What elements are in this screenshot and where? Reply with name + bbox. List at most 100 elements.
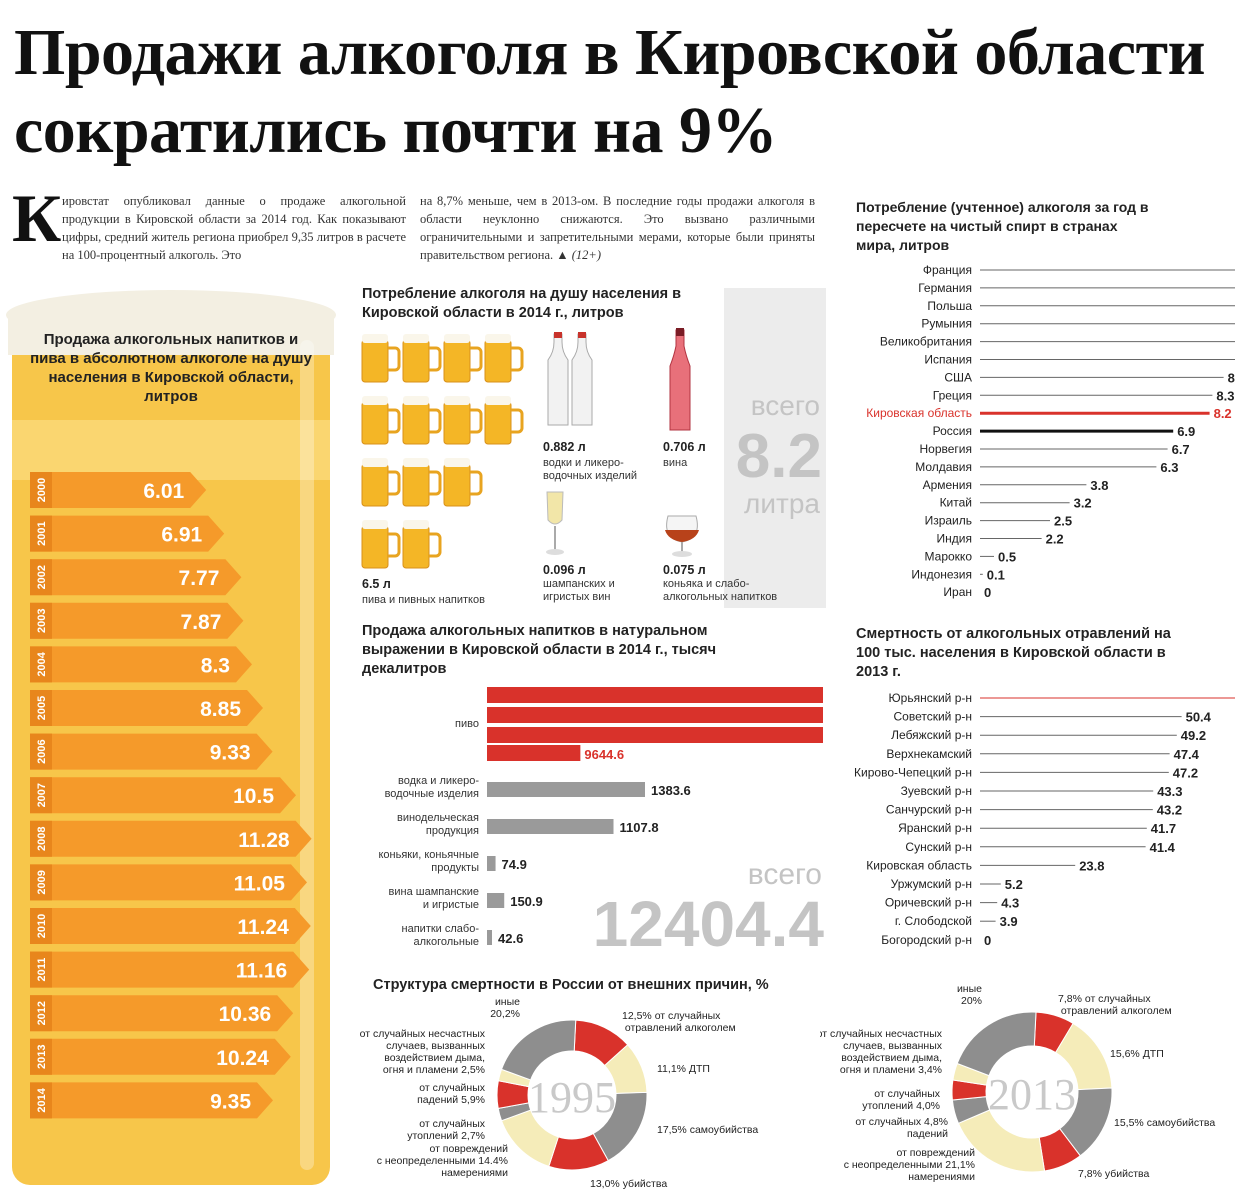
donut-slice-label: от случайных несчастных случаев, вызванны… [820, 1028, 943, 1076]
glass-bar [30, 908, 311, 944]
mortality-title: Смертность от алкогольных отравлений на … [856, 626, 1171, 680]
district-label: Оричевский р-н [885, 896, 972, 910]
beer-mug-icon [443, 396, 483, 445]
intro-dropcap: К [12, 180, 62, 256]
wine-value: 0.706 л [663, 440, 706, 454]
glass-year-band [30, 864, 52, 901]
country-label: Кировская область [866, 406, 972, 420]
country-label: Германия [918, 281, 972, 295]
intro-col2: на 8,7% меньше, чем в 2013-ом. В последн… [420, 192, 815, 264]
country-label: Испания [924, 353, 972, 367]
country-label: Иран [943, 585, 972, 599]
glass-year-label: 2008 [36, 827, 48, 851]
glass-bar [30, 559, 242, 596]
page-title: Продажи алкоголя в Кировской области сок… [14, 16, 1206, 167]
glass-bar [30, 472, 207, 508]
glass-value-label: 11.24 [237, 916, 289, 939]
mortality-chart: Юрьянский р-н74.6Советский р-н50.4Лебяжс… [854, 691, 1235, 948]
wine-caption: вина [663, 457, 688, 469]
natural-bar [487, 930, 492, 945]
country-label: Индонезия [911, 567, 972, 581]
glass-year-label: 2014 [36, 1087, 48, 1112]
natural-label: водка и ликеро-водочные изделия [385, 775, 480, 800]
intro-ref: (12+) [571, 248, 602, 262]
district-value: 41.7 [1151, 821, 1176, 836]
natural-bar [487, 856, 496, 871]
per-capita-total-top: всего [750, 390, 820, 421]
country-value: 2.5 [1054, 514, 1072, 529]
beer-glass-chart: 2000 6.01 2001 6.91 2002 7.77 2003 7.87 2004 8.3 2… [6, 290, 336, 1185]
deaths-structure-title: Структура смертности в России от внешних… [373, 977, 769, 993]
glass-value-label: 7.87 [181, 611, 222, 634]
glass-year-label: 2011 [36, 958, 48, 982]
beer-mugs-icons [361, 334, 524, 569]
country-value: 0.5 [998, 549, 1016, 564]
per-capita-total-unit: литра [744, 488, 820, 519]
district-label: Лебяжский р-н [891, 728, 972, 742]
country-label: Румыния [921, 317, 972, 331]
glass-highlight [12, 420, 330, 480]
glass-bar [30, 733, 273, 770]
glass-bar [30, 1082, 273, 1119]
beer-mug-icon [484, 334, 524, 383]
country-value: 6.7 [1172, 442, 1190, 457]
district-label: Кирово-Чепецкий р-н [854, 765, 972, 779]
natural-label: напитки слабо-алкогольные [402, 923, 480, 948]
glass-value-label: 10.24 [216, 1047, 269, 1070]
natural-value: 150.9 [510, 894, 543, 909]
district-value: 5.2 [1005, 877, 1023, 892]
natural-bar-beer [487, 707, 823, 723]
beer-mug-icon [361, 520, 401, 569]
glass-bar [30, 864, 307, 901]
district-label: Санчурский р-н [886, 803, 972, 817]
glass-shine [300, 340, 314, 1170]
donut-slice-label: от случайных 4,8% падений [855, 1116, 948, 1140]
donut-center-label: 2013 [988, 1070, 1076, 1119]
per-capita-total-box [724, 288, 826, 608]
country-label: Франция [923, 263, 972, 277]
district-value: 3.9 [1000, 914, 1018, 929]
country-value: 8.2 [1214, 406, 1232, 421]
district-label: Уржумский р-н [891, 877, 972, 891]
district-value: 23.8 [1079, 858, 1104, 873]
country-label: Польша [927, 299, 972, 313]
glass-year-label: 2001 [36, 521, 48, 545]
country-label: Армения [923, 478, 972, 492]
glass-year-label: 2004 [36, 651, 48, 676]
donut-slice-label: от случайных падений 5,9% [417, 1082, 486, 1106]
deaths-2013-chart: 2013 7,8% от случайных отравлений алкогол… [820, 983, 1215, 1183]
glass-year-band [30, 820, 52, 857]
district-value: 43.2 [1157, 803, 1182, 818]
district-value: 50.4 [1186, 710, 1212, 725]
donut-slice-label: от случайных несчастных случаев, вызванны… [360, 1028, 486, 1076]
district-label: Сунский р-н [905, 840, 972, 854]
glass-bar [30, 951, 310, 988]
natural-label: коньяки, коньячные продукты [378, 849, 479, 874]
country-value: 3.8 [1090, 478, 1108, 493]
glass-year-label: 2013 [36, 1045, 48, 1069]
donut-slice [500, 1019, 577, 1081]
country-value: 6.3 [1160, 460, 1178, 475]
glass-foam [8, 315, 334, 355]
glass-year-band [30, 646, 52, 683]
country-label: США [944, 370, 972, 384]
country-value: 8.3 [1216, 388, 1234, 403]
glass-year-band [30, 1038, 52, 1075]
natural-bar [487, 893, 505, 908]
natural-bar-beer [487, 687, 823, 703]
natural-label: пиво [455, 718, 479, 730]
glass-year-band [30, 472, 52, 508]
district-label: Верхнекамский [886, 747, 972, 761]
district-label: Юрьянский р-н [889, 691, 972, 705]
glass-bar [30, 515, 225, 552]
natural-value: 74.9 [502, 857, 527, 872]
glass-value-label: 10.36 [219, 1003, 272, 1026]
donut-slice-label: от повреждений с неопределенными 21,1% нам… [844, 1147, 975, 1183]
intro-col2-text: на 8,7% меньше, чем в 2013-ом. В последн… [420, 194, 815, 262]
glass-year-band [30, 1082, 52, 1119]
beer-mug-icon [402, 458, 442, 507]
country-value: 8.7 [1228, 370, 1235, 385]
donut-slice-label: иные 20% [957, 983, 982, 1007]
vodka-bottles-icon [547, 332, 593, 426]
country-label: Молдавия [915, 460, 972, 474]
